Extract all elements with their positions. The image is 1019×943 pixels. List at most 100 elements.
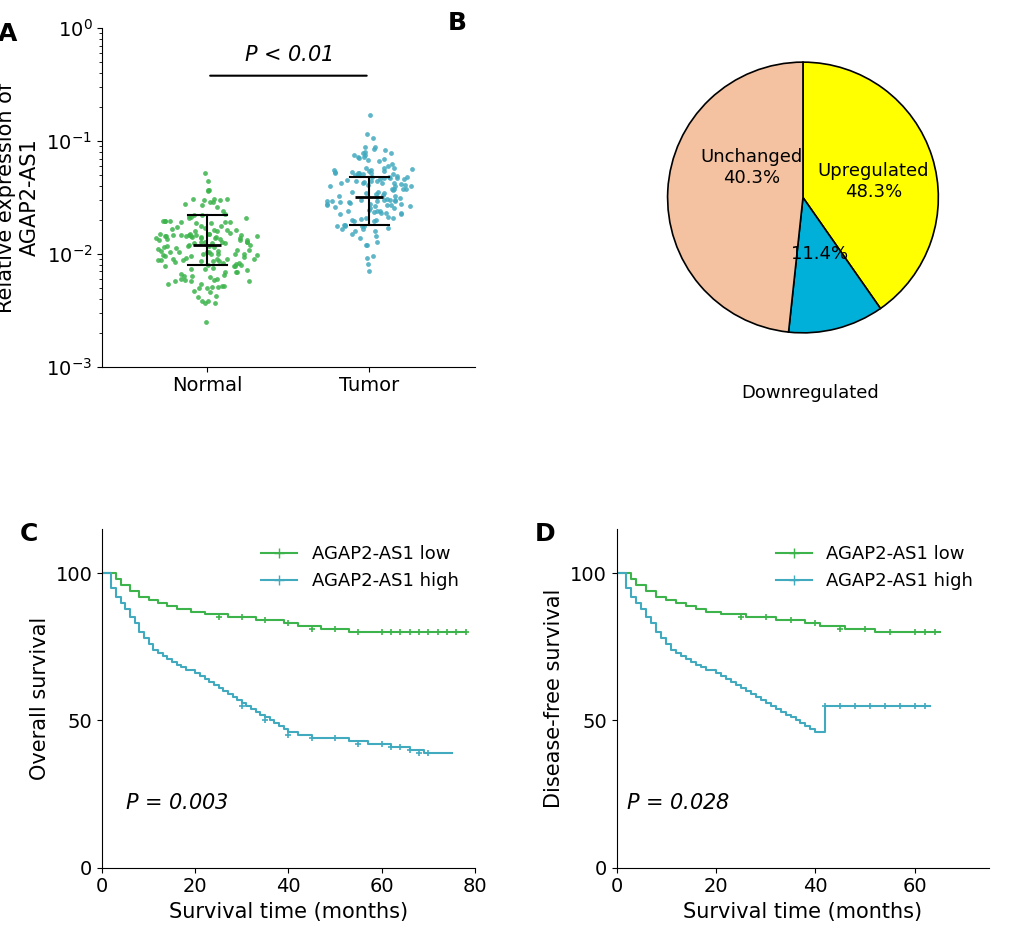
- Point: [210, 279, 226, 294]
- Point: [170, 244, 186, 259]
- Point: [382, 145, 398, 160]
- Point: [200, 183, 216, 198]
- Point: [386, 181, 403, 196]
- Point: [338, 173, 355, 188]
- Point: [246, 251, 262, 266]
- Point: [183, 230, 200, 245]
- Point: [194, 207, 210, 223]
- Point: [396, 177, 413, 192]
- Wedge shape: [788, 197, 879, 333]
- Point: [372, 172, 388, 187]
- Point: [375, 152, 391, 167]
- Wedge shape: [667, 62, 802, 332]
- Point: [148, 230, 164, 245]
- Point: [361, 200, 377, 215]
- Point: [366, 141, 382, 156]
- Text: $P$ = 0.028: $P$ = 0.028: [626, 793, 730, 813]
- Point: [187, 215, 204, 230]
- Point: [353, 192, 369, 207]
- Point: [227, 223, 244, 238]
- Point: [158, 239, 174, 254]
- Point: [382, 197, 398, 212]
- Point: [379, 158, 395, 174]
- Point: [153, 243, 169, 258]
- Point: [322, 178, 338, 193]
- Point: [236, 246, 253, 261]
- Point: [226, 258, 243, 273]
- Point: [379, 221, 395, 236]
- Point: [183, 273, 200, 289]
- Point: [211, 254, 227, 269]
- Point: [158, 229, 174, 244]
- Point: [205, 260, 221, 275]
- Point: [384, 210, 400, 225]
- Text: Upregulated
48.3%: Upregulated 48.3%: [817, 162, 928, 201]
- Point: [369, 190, 385, 205]
- Point: [362, 174, 378, 189]
- Point: [369, 184, 385, 199]
- Point: [193, 230, 209, 245]
- Point: [355, 166, 371, 181]
- Point: [365, 205, 381, 220]
- Point: [216, 278, 232, 293]
- Point: [385, 183, 401, 198]
- Point: [333, 222, 350, 237]
- Point: [157, 213, 173, 228]
- Text: 11.4%: 11.4%: [790, 245, 847, 263]
- Point: [167, 273, 183, 289]
- Point: [385, 175, 401, 190]
- Point: [391, 190, 408, 206]
- Point: [210, 244, 226, 259]
- Point: [341, 196, 358, 211]
- Point: [185, 236, 202, 251]
- Point: [187, 228, 204, 243]
- Point: [319, 196, 335, 211]
- Point: [221, 215, 237, 230]
- Point: [151, 232, 167, 247]
- Point: [181, 227, 198, 242]
- Point: [206, 240, 222, 255]
- Point: [202, 270, 218, 285]
- Point: [198, 314, 214, 329]
- Text: Unchanged
40.3%: Unchanged 40.3%: [700, 148, 802, 187]
- Point: [208, 230, 224, 245]
- Point: [222, 225, 238, 240]
- Point: [355, 222, 371, 237]
- Point: [177, 228, 194, 243]
- Point: [193, 276, 209, 291]
- Point: [196, 192, 212, 207]
- Point: [351, 166, 367, 181]
- Point: [358, 160, 374, 175]
- Point: [360, 177, 376, 192]
- Point: [176, 273, 193, 288]
- Point: [330, 189, 346, 204]
- Point: [375, 192, 391, 207]
- Point: [232, 257, 249, 273]
- Point: [195, 246, 211, 261]
- Point: [373, 175, 389, 190]
- Point: [376, 164, 392, 179]
- Point: [228, 242, 245, 257]
- Point: [183, 261, 200, 276]
- Point: [397, 182, 414, 197]
- Point: [350, 168, 366, 183]
- Point: [351, 151, 367, 166]
- Point: [365, 249, 381, 264]
- Point: [319, 198, 335, 213]
- Point: [336, 217, 353, 232]
- Point: [378, 191, 394, 207]
- Point: [178, 251, 195, 266]
- Point: [161, 213, 177, 228]
- Point: [358, 186, 374, 201]
- Point: [392, 207, 409, 222]
- Point: [216, 264, 232, 279]
- Point: [383, 157, 399, 172]
- Point: [383, 182, 399, 197]
- Point: [203, 247, 219, 262]
- Point: [157, 213, 173, 228]
- Point: [350, 165, 366, 180]
- Point: [344, 212, 361, 227]
- Point: [389, 170, 406, 185]
- Point: [212, 232, 228, 247]
- Point: [238, 232, 255, 247]
